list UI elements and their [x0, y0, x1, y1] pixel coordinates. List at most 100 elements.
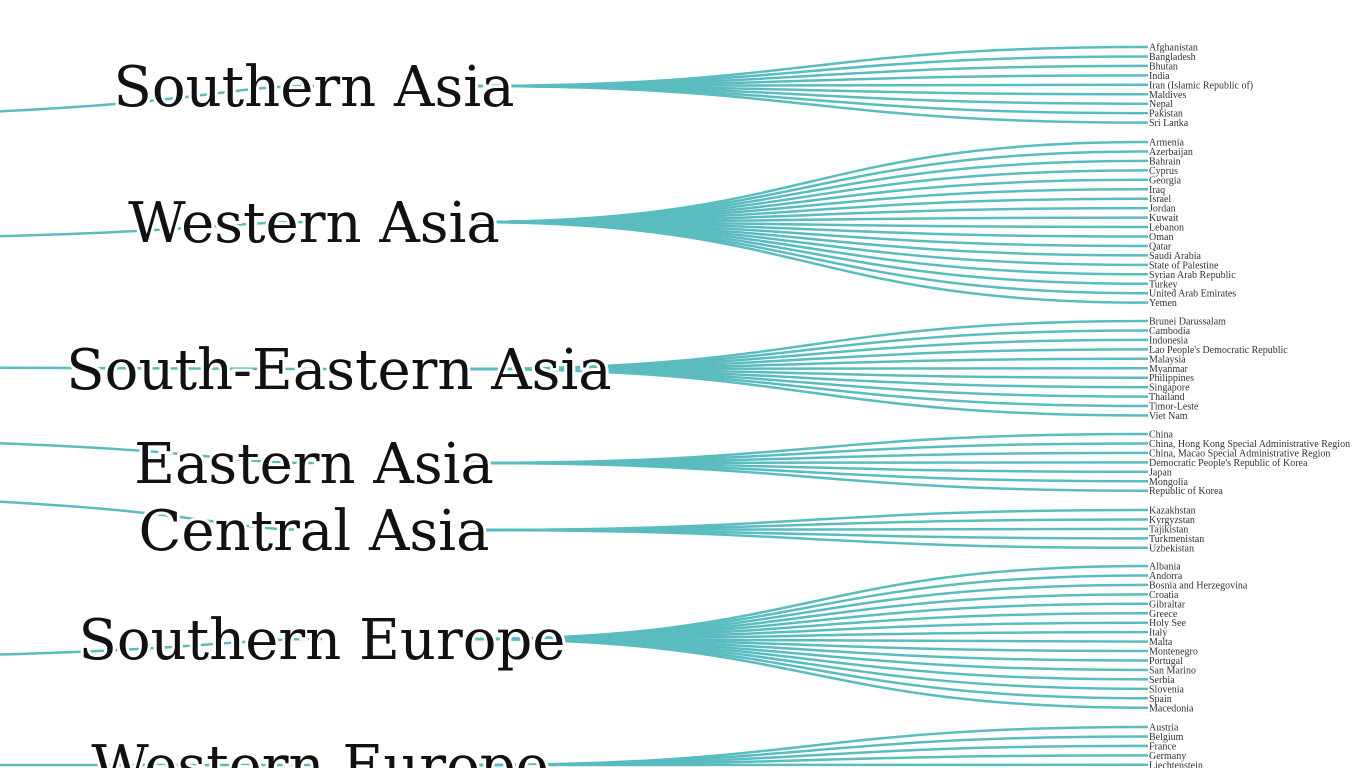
- country-link: [469, 574, 1149, 641]
- country-label[interactable]: Malaysia: [1149, 354, 1186, 365]
- country-label[interactable]: Tajikistan: [1149, 524, 1188, 535]
- country-label[interactable]: Singapore: [1149, 383, 1190, 394]
- region-incoming-link-southern-asia: [0, 84, 315, 113]
- country-label[interactable]: Lao People's Democratic Republic: [1149, 345, 1288, 356]
- region-incoming-link-western-asia: [0, 220, 315, 238]
- country-label[interactable]: Bangladesh: [1149, 52, 1196, 63]
- country-label[interactable]: Malta: [1149, 637, 1173, 648]
- country-label[interactable]: India: [1149, 71, 1170, 82]
- country-label[interactable]: Italy: [1149, 628, 1167, 639]
- country-label[interactable]: Mongolia: [1149, 477, 1188, 488]
- incoming-links-layer: [0, 84, 340, 767]
- country-label[interactable]: Bosnia and Herzegovina: [1149, 580, 1248, 591]
- country-link: [469, 220, 1149, 304]
- country-label[interactable]: Germany: [1149, 751, 1186, 762]
- region-incoming-link-southern-europe: [0, 637, 323, 656]
- country-label[interactable]: State of Palestine: [1149, 260, 1219, 271]
- country-label[interactable]: Democratic People's Republic of Korea: [1149, 458, 1308, 469]
- country-label[interactable]: Portugal: [1149, 656, 1183, 667]
- country-label[interactable]: Austria: [1149, 723, 1179, 734]
- country-label[interactable]: Bahrain: [1149, 156, 1181, 167]
- country-label[interactable]: Turkey: [1149, 279, 1178, 290]
- country-label[interactable]: Viet Nam: [1149, 411, 1188, 422]
- country-label[interactable]: Bhutan: [1149, 61, 1178, 72]
- country-label[interactable]: Qatar: [1149, 241, 1172, 252]
- country-label[interactable]: Cambodia: [1149, 326, 1191, 337]
- country-label[interactable]: Kyrgyzstan: [1149, 515, 1195, 526]
- country-label[interactable]: Yemen: [1149, 298, 1177, 309]
- country-label[interactable]: Thailand: [1149, 392, 1185, 403]
- country-label[interactable]: Croatia: [1149, 590, 1179, 601]
- region-label-eastern-asia[interactable]: Eastern Asia: [131, 429, 497, 500]
- country-label[interactable]: France: [1149, 741, 1177, 752]
- country-label[interactable]: Pakistan: [1149, 109, 1183, 120]
- country-label[interactable]: Belgium: [1149, 732, 1184, 743]
- country-label[interactable]: Israel: [1149, 194, 1171, 205]
- country-link: [469, 637, 1149, 691]
- country-label[interactable]: Georgia: [1149, 175, 1182, 186]
- country-label[interactable]: Iraq: [1149, 185, 1165, 196]
- country-label[interactable]: China: [1149, 430, 1173, 441]
- region-label-southern-europe[interactable]: Southern Europe: [76, 605, 569, 676]
- country-link: [469, 220, 1149, 285]
- country-label[interactable]: Albania: [1149, 562, 1181, 573]
- country-label[interactable]: Serbia: [1149, 675, 1175, 686]
- country-label[interactable]: Oman: [1149, 232, 1173, 243]
- country-label[interactable]: Andorra: [1149, 571, 1183, 582]
- country-label[interactable]: Kuwait: [1149, 213, 1179, 224]
- country-label[interactable]: Macedonia: [1149, 703, 1194, 714]
- country-label[interactable]: Azerbaijan: [1149, 147, 1193, 158]
- country-label[interactable]: Iran (Islamic Republic of): [1149, 80, 1253, 91]
- country-label[interactable]: Uzbekistan: [1149, 543, 1194, 554]
- country-label[interactable]: Philippines: [1149, 373, 1194, 384]
- region-incoming-link-eastern-asia: [0, 442, 315, 465]
- country-label[interactable]: Jordan: [1149, 204, 1176, 215]
- country-label[interactable]: Holy See: [1149, 618, 1187, 629]
- country-label[interactable]: Liechtenstein: [1149, 760, 1203, 768]
- country-label[interactable]: Lebanon: [1149, 223, 1184, 234]
- region-incoming-link-south-eastern-asia: [0, 366, 340, 371]
- country-label[interactable]: Cyprus: [1149, 166, 1178, 177]
- country-label[interactable]: Japan: [1149, 467, 1172, 478]
- region-label-southern-asia[interactable]: Southern Asia: [111, 52, 518, 123]
- country-link: [469, 637, 1149, 709]
- country-label[interactable]: Nepal: [1149, 99, 1173, 110]
- country-label[interactable]: Maldives: [1149, 90, 1186, 101]
- region-incoming-link-central-asia: [0, 500, 315, 532]
- country-link: [469, 754, 1149, 767]
- country-label[interactable]: Myanmar: [1149, 364, 1189, 375]
- country-label[interactable]: Syrian Arab Republic: [1149, 270, 1236, 281]
- links-layer: [469, 45, 1149, 767]
- country-label[interactable]: Afghanistan: [1149, 43, 1198, 54]
- region-label-south-eastern-asia[interactable]: South-Eastern Asia: [63, 335, 614, 406]
- country-link: [469, 528, 1149, 550]
- country-label[interactable]: Indonesia: [1149, 335, 1188, 346]
- country-link: [469, 602, 1149, 641]
- region-label-western-asia[interactable]: Western Asia: [125, 188, 503, 259]
- country-label[interactable]: United Arab Emirates: [1149, 289, 1236, 300]
- region-labels-layer: Southern Asia Western Asia South-Eastern A…: [63, 52, 614, 768]
- country-label[interactable]: Sri Lanka: [1149, 118, 1189, 129]
- country-link: [469, 84, 1149, 124]
- country-label[interactable]: San Marino: [1149, 665, 1196, 676]
- country-link: [469, 461, 1149, 492]
- region-label-western-europe[interactable]: Western Europe: [88, 731, 552, 768]
- country-label[interactable]: Saudi Arabia: [1149, 251, 1201, 262]
- country-label[interactable]: Armenia: [1149, 138, 1185, 149]
- country-label[interactable]: Turkmenistan: [1149, 534, 1204, 545]
- country-label[interactable]: Republic of Korea: [1149, 486, 1223, 497]
- country-label[interactable]: Brunei Darussalam: [1149, 317, 1226, 328]
- country-label[interactable]: Kazakhstan: [1149, 506, 1196, 517]
- country-label[interactable]: Gibraltar: [1149, 599, 1186, 610]
- country-label[interactable]: China, Macao Special Administrative Regi…: [1149, 448, 1330, 459]
- country-label[interactable]: Slovenia: [1149, 684, 1185, 695]
- country-label[interactable]: Timor-Leste: [1149, 402, 1199, 413]
- country-label[interactable]: Spain: [1149, 694, 1172, 705]
- country-label[interactable]: Montenegro: [1149, 647, 1198, 658]
- country-label[interactable]: Greece: [1149, 609, 1178, 620]
- region-label-central-asia[interactable]: Central Asia: [136, 496, 493, 567]
- country-label[interactable]: China, Hong Kong Special Administrative …: [1149, 439, 1350, 450]
